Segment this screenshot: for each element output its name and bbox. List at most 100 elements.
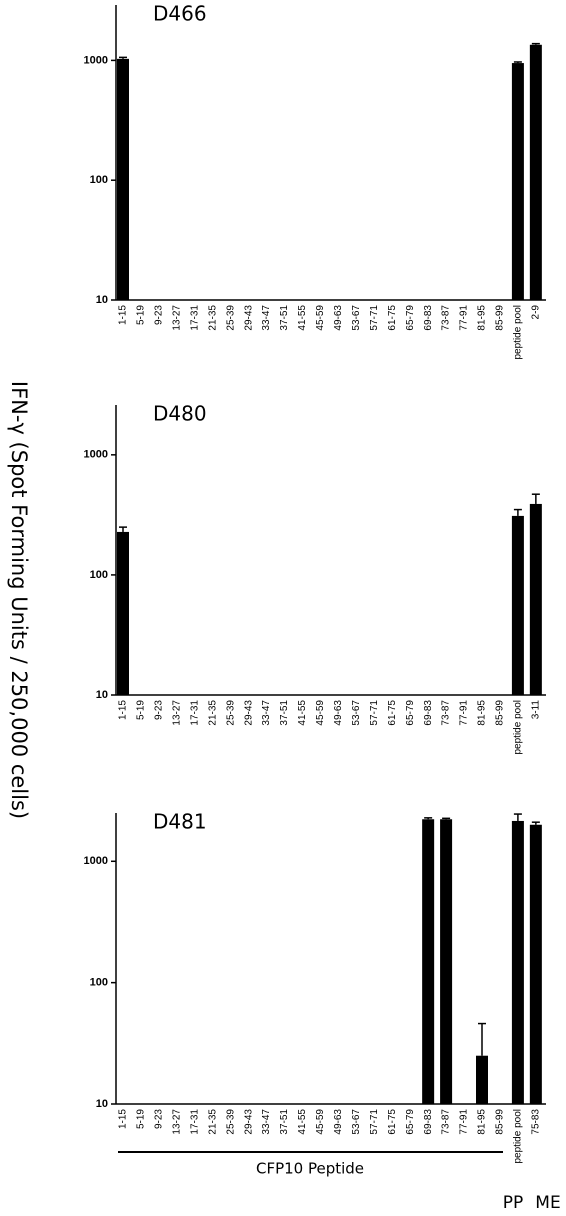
y-tick-label: 1000	[84, 449, 108, 461]
bar	[511, 63, 524, 300]
x-tick-label: 37-51	[279, 700, 290, 726]
x-tick-label: 57-71	[369, 305, 380, 331]
x-tick-label: 77-91	[459, 305, 470, 331]
x-tick-label: 73-87	[441, 305, 452, 331]
bar	[511, 820, 524, 1104]
x-tick-label: 45-59	[315, 305, 326, 331]
x-tick-label: 77-91	[459, 1109, 470, 1135]
x-axis-label: CFP10 Peptide	[256, 1160, 364, 1178]
chart-title: D481	[153, 810, 207, 834]
x-tick-label: 41-55	[297, 305, 308, 331]
x-tick-label: 53-67	[351, 1109, 362, 1135]
x-tick-label: 85-99	[495, 1109, 506, 1135]
x-tick-label: 21-35	[207, 700, 218, 726]
bar	[117, 531, 129, 695]
bar	[440, 819, 453, 1104]
x-tick-label: 69-83	[423, 305, 434, 331]
x-tick-label: 69-83	[423, 1109, 434, 1135]
bar	[529, 824, 542, 1104]
x-tick-label: 61-75	[387, 305, 398, 331]
x-tick-label: 33-47	[261, 305, 272, 331]
x-tick-label: peptide pool	[513, 700, 524, 755]
footnote: ME	[535, 1193, 560, 1213]
chart-title: D480	[153, 402, 207, 426]
x-tick-label: 1-15	[118, 305, 129, 325]
x-tick-label: 9-23	[154, 1109, 165, 1129]
x-tick-label: 37-51	[279, 305, 290, 331]
x-tick-label: 1-15	[118, 700, 129, 720]
x-tick-label: 9-23	[154, 700, 165, 720]
x-tick-label: 9-23	[154, 305, 165, 325]
footnote: PP	[503, 1193, 524, 1213]
bar	[529, 44, 542, 300]
x-tick-label: 13-27	[171, 1109, 182, 1135]
bar	[476, 1055, 488, 1104]
x-tick-label: 25-39	[225, 700, 236, 726]
x-tick-label: 49-63	[333, 700, 344, 726]
x-tick-label: 81-95	[477, 700, 488, 726]
x-tick-label: 57-71	[369, 1109, 380, 1135]
y-axis-label: IFN-γ (Spot Forming Units / 250,000 cell…	[7, 381, 31, 819]
x-tick-label: 29-43	[243, 305, 254, 331]
y-tick-label: 10	[96, 1098, 108, 1110]
x-tick-label: 3-11	[530, 700, 541, 720]
x-tick-label: 2-9	[530, 305, 541, 320]
x-tick-label: 5-19	[136, 700, 147, 720]
x-tick-label: 25-39	[225, 1109, 236, 1135]
x-tick-label: 29-43	[243, 700, 254, 726]
x-tick-label: 61-75	[387, 1109, 398, 1135]
y-tick-label: 10	[96, 689, 108, 701]
x-tick-label: 85-99	[495, 305, 506, 331]
bar	[422, 819, 435, 1104]
x-tick-label: 5-19	[136, 1109, 147, 1129]
x-tick-label: 37-51	[279, 1109, 290, 1135]
x-tick-label: 73-87	[441, 1109, 452, 1135]
x-tick-label: 5-19	[136, 305, 147, 325]
y-tick-label: 100	[90, 174, 108, 186]
x-tick-label: 45-59	[315, 1109, 326, 1135]
x-tick-label: 41-55	[297, 1109, 308, 1135]
x-tick-label: 49-63	[333, 1109, 344, 1135]
x-tick-label: peptide pool	[513, 305, 524, 360]
x-tick-label: 21-35	[207, 1109, 218, 1135]
x-tick-label: 53-67	[351, 700, 362, 726]
y-tick-label: 100	[90, 977, 108, 989]
x-tick-label: 17-31	[189, 305, 200, 331]
x-tick-label: 21-35	[207, 305, 218, 331]
y-tick-label: 100	[90, 569, 108, 581]
x-tick-label: 41-55	[297, 700, 308, 726]
x-tick-label: 77-91	[459, 700, 470, 726]
x-tick-label: 73-87	[441, 700, 452, 726]
x-tick-label: 65-79	[405, 305, 416, 331]
chart-title: D466	[153, 2, 207, 26]
x-tick-label: 65-79	[405, 700, 416, 726]
x-tick-label: 29-43	[243, 1109, 254, 1135]
x-tick-label: 13-27	[171, 700, 182, 726]
x-tick-label: 57-71	[369, 700, 380, 726]
bar	[511, 515, 524, 695]
x-tick-label: 69-83	[423, 700, 434, 726]
x-tick-label: 81-95	[477, 1109, 488, 1135]
x-tick-label: 1-15	[118, 1109, 129, 1129]
bar	[529, 503, 542, 695]
y-tick-label: 1000	[84, 54, 108, 66]
x-tick-label: 17-31	[189, 1109, 200, 1135]
x-tick-label: 45-59	[315, 700, 326, 726]
y-tick-label: 1000	[84, 855, 108, 867]
x-tick-label: 33-47	[261, 1109, 272, 1135]
bar	[117, 58, 129, 300]
x-tick-label: 53-67	[351, 305, 362, 331]
x-tick-label: 33-47	[261, 700, 272, 726]
x-tick-label: 25-39	[225, 305, 236, 331]
x-tick-label: 17-31	[189, 700, 200, 726]
x-tick-label: 49-63	[333, 305, 344, 331]
x-tick-label: 13-27	[171, 305, 182, 331]
x-tick-label: 75-83	[530, 1109, 541, 1135]
x-tick-label: 85-99	[495, 700, 506, 726]
x-tick-label: 81-95	[477, 305, 488, 331]
x-tick-label: 65-79	[405, 1109, 416, 1135]
x-tick-label: peptide pool	[513, 1109, 524, 1164]
y-tick-label: 10	[96, 294, 108, 306]
